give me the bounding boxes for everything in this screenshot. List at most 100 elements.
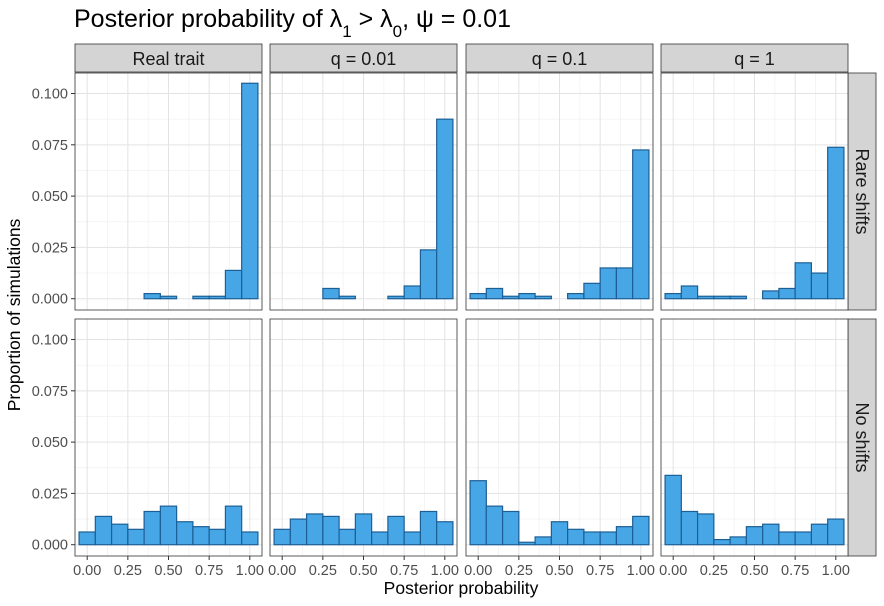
histogram-bar bbox=[305, 513, 324, 546]
column-strip bbox=[660, 43, 849, 73]
x-tick-label: 0.50 bbox=[349, 563, 377, 579]
histogram-bar bbox=[176, 521, 194, 546]
x-tick-label: 0.50 bbox=[740, 563, 768, 579]
histogram-bar bbox=[632, 515, 650, 546]
histogram-bar bbox=[419, 510, 438, 546]
y-tick-label: 0.050 bbox=[32, 189, 68, 205]
row-strip-label: No shifts bbox=[852, 402, 872, 472]
x-tick-label: 1.00 bbox=[236, 563, 264, 579]
histogram-bar bbox=[403, 285, 422, 300]
histogram-bar bbox=[387, 295, 405, 300]
histogram-bar bbox=[224, 505, 243, 546]
x-tick-label: 1.00 bbox=[431, 563, 459, 579]
histogram-bar bbox=[387, 515, 405, 546]
histogram-bar bbox=[110, 523, 129, 546]
histogram-bar bbox=[518, 541, 536, 546]
histogram-bar bbox=[762, 523, 780, 546]
y-axis-title: Proportion of simulations bbox=[4, 218, 24, 411]
histogram-bar bbox=[599, 267, 618, 300]
histogram-bar bbox=[143, 292, 161, 300]
histogram-bar bbox=[208, 528, 227, 546]
histogram-bar bbox=[371, 531, 389, 546]
histogram-bar bbox=[78, 531, 96, 546]
histogram-bar bbox=[534, 536, 552, 546]
histogram-bar bbox=[615, 526, 634, 546]
histogram-bar bbox=[583, 531, 601, 546]
histogram-bar bbox=[729, 295, 747, 300]
row-strip-label: Rare shifts bbox=[852, 148, 872, 234]
x-tick-label: 0.75 bbox=[195, 563, 223, 579]
histogram-bar bbox=[485, 287, 504, 300]
histogram-bar bbox=[501, 295, 520, 300]
x-tick-label: 0.25 bbox=[309, 563, 337, 579]
histogram-bar bbox=[729, 536, 747, 546]
y-tick-label: 0.100 bbox=[32, 333, 68, 349]
x-tick-label: 0.75 bbox=[390, 563, 418, 579]
histogram-bar bbox=[224, 269, 243, 300]
panel-border bbox=[269, 72, 458, 311]
x-tick-label: 0.25 bbox=[114, 563, 142, 579]
histogram-bar bbox=[713, 538, 731, 546]
histogram-bar bbox=[794, 262, 813, 300]
histogram-bar bbox=[696, 295, 715, 300]
panel-border bbox=[74, 72, 263, 311]
histogram-bar bbox=[810, 523, 829, 546]
histogram-bar bbox=[501, 510, 520, 546]
chart-title: Posterior probability of λ1 > λ0, ψ = 0.… bbox=[74, 5, 511, 41]
facet-panel bbox=[269, 318, 458, 557]
x-tick-label: 0.00 bbox=[659, 563, 687, 579]
facet-panel bbox=[660, 72, 849, 311]
panel-border bbox=[660, 72, 849, 311]
histogram-bar bbox=[827, 146, 845, 300]
histogram-bar bbox=[680, 510, 699, 546]
facet-panels: Real trait q = 0.01 q = 0.1 q = 1 Rare shift… bbox=[74, 43, 877, 557]
x-tick-label: 0.25 bbox=[700, 563, 728, 579]
histogram-bar bbox=[518, 292, 536, 300]
histogram-bar bbox=[436, 521, 454, 546]
histogram-bar bbox=[436, 118, 454, 300]
histogram-bar bbox=[534, 295, 552, 300]
y-tick-label: 0.000 bbox=[32, 292, 68, 308]
histogram-bar bbox=[632, 149, 650, 300]
panel-border bbox=[465, 72, 654, 311]
histogram-bar bbox=[615, 267, 634, 300]
histogram-bar bbox=[778, 531, 796, 546]
histogram-bar bbox=[241, 531, 259, 546]
histogram-bar bbox=[159, 295, 178, 300]
histogram-bar bbox=[143, 510, 161, 546]
histogram-bar bbox=[810, 272, 829, 300]
histogram-bar bbox=[664, 474, 682, 546]
facet-panel bbox=[465, 318, 654, 557]
histogram-bar bbox=[827, 518, 845, 546]
histogram-bar bbox=[273, 528, 291, 546]
x-tick-label: 0.50 bbox=[545, 563, 573, 579]
x-tick-label: 1.00 bbox=[627, 563, 655, 579]
histogram-bar bbox=[322, 287, 340, 300]
histogram-bar bbox=[696, 513, 715, 546]
column-strip-label: q = 1 bbox=[734, 49, 775, 69]
column-strip bbox=[465, 43, 654, 73]
y-tick-label: 0.075 bbox=[32, 384, 68, 400]
histogram-bar bbox=[322, 515, 340, 546]
histogram-bar bbox=[485, 505, 504, 546]
histogram-bar bbox=[794, 531, 813, 546]
y-tick-label: 0.000 bbox=[32, 538, 68, 554]
histogram-bar bbox=[289, 518, 308, 546]
histogram-bar bbox=[567, 292, 585, 300]
facet-panel bbox=[74, 72, 263, 311]
axes: 0.000 0.025 0.050 0.075 0.100 0.000 0.025 0.050… bbox=[32, 87, 850, 579]
histogram-bar bbox=[583, 282, 601, 300]
x-tick-label: 0.00 bbox=[73, 563, 101, 579]
y-tick-label: 0.025 bbox=[32, 240, 68, 256]
histogram-bar bbox=[127, 528, 145, 546]
histogram-bar bbox=[94, 515, 113, 546]
histogram-bar bbox=[338, 295, 356, 300]
facet-panel bbox=[269, 72, 458, 311]
facet-panel bbox=[660, 318, 849, 557]
column-strip-label: q = 0.01 bbox=[331, 49, 397, 69]
y-tick-label: 0.075 bbox=[32, 138, 68, 154]
histogram-bar bbox=[469, 292, 487, 300]
histogram-bar bbox=[192, 295, 210, 300]
histogram-bar bbox=[778, 287, 796, 300]
